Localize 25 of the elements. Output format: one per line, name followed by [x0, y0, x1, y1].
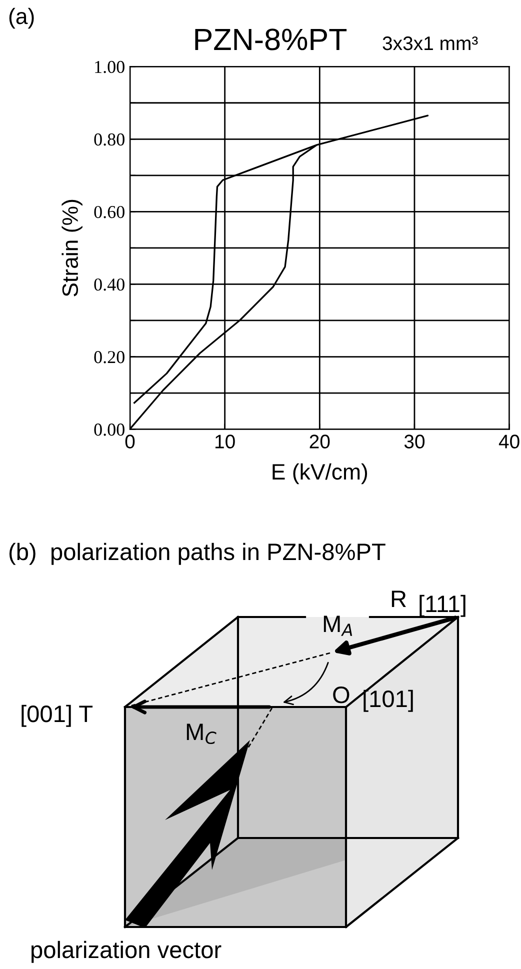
x-tick-label: 40 — [498, 434, 520, 448]
y-tick-label: 0.80 — [94, 133, 124, 146]
text: M$_{C}$ — [186, 724, 216, 744]
x-tick-label: 0 — [125, 434, 135, 448]
y-tick-label: 1.00 — [95, 60, 124, 74]
x-tick-label: 30 — [404, 434, 425, 448]
text: (a) — [9, 8, 34, 29]
text: M$_{A}$ — [324, 616, 352, 636]
text: polarization vector — [32, 940, 222, 963]
text: O — [333, 686, 350, 704]
text: (b) polarization paths in PZN-8%PT — [9, 542, 386, 565]
x-axis-title: E (kV/cm) — [272, 463, 368, 484]
x-tick-label: 20 — [310, 434, 330, 448]
y-tick-label: 0.40 — [94, 278, 124, 291]
chart-subtitle: 3x3x1 mm³ — [382, 36, 478, 50]
y-tick-label: 0.60 — [94, 206, 124, 218]
text: [111] — [420, 594, 466, 617]
text: [001] T — [22, 704, 93, 727]
text: R — [392, 590, 406, 607]
y-tick-label: 0.00 — [94, 424, 124, 436]
chart-title: PZN-8%PT — [195, 28, 347, 50]
y-tick-label: 0.20 — [94, 351, 124, 364]
x-tick-label: 10 — [215, 434, 235, 448]
y-axis-title: Strain (%) — [62, 200, 82, 296]
text: [101] — [364, 690, 413, 712]
